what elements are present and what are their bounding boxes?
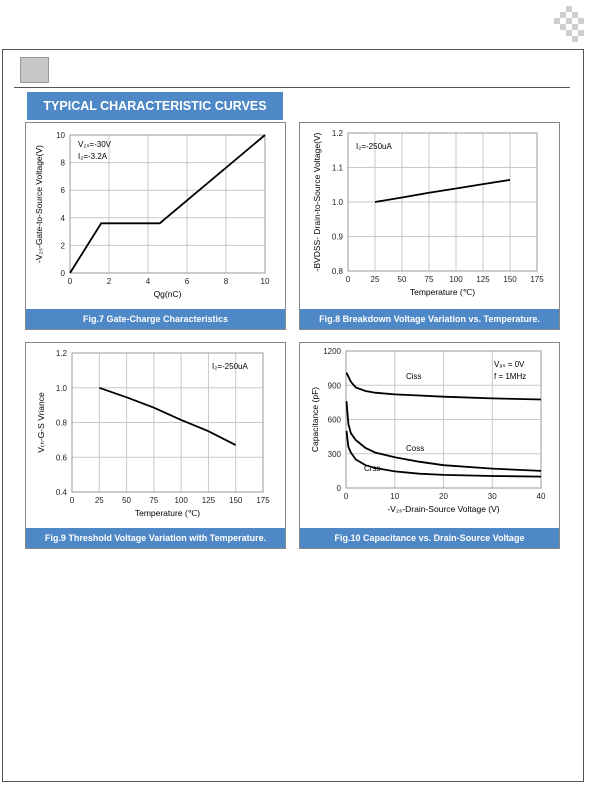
series-label: Coss	[406, 444, 424, 453]
y-tick-label: 300	[328, 450, 342, 459]
x-tick-label: 0	[68, 277, 73, 286]
y-tick-label: 1.0	[56, 384, 68, 393]
x-tick-label: 4	[146, 277, 151, 286]
plot-area	[69, 134, 266, 274]
condition-annotation: I₂=-250uA	[356, 142, 392, 151]
x-axis-label: Temperature (℃)	[410, 287, 475, 297]
x-tick-label: 150	[229, 496, 243, 505]
y-axis-label: Capacitance (pF)	[310, 387, 320, 452]
breakdown-voltage-chart: 0 25 50 75 100 125 150 175 0.8 0.9 1.0 1.1 1.2 Temper…	[312, 129, 544, 297]
condition-annotation: I₂=-250uA	[212, 362, 248, 371]
y-tick-label: 0	[337, 484, 342, 493]
x-tick-label: 0	[344, 492, 349, 501]
series-label: Crss	[364, 464, 380, 473]
y-tick-label: 0.8	[332, 267, 344, 276]
x-tick-label: 8	[224, 277, 229, 286]
y-tick-label: 0.6	[56, 453, 68, 462]
x-tick-label: 6	[185, 277, 190, 286]
chart-panel-fig10: 0 10 20 30 40 0 300 600 900 1200 -V₂ₛ-Drain-Source…	[299, 342, 560, 549]
condition-annotation: I₂=-3.2A	[78, 152, 108, 161]
x-tick-label: 0	[346, 275, 351, 284]
x-tick-label: 25	[371, 275, 380, 284]
x-tick-label: 150	[503, 275, 517, 284]
capacitance-chart: 0 10 20 30 40 0 300 600 900 1200 -V₂ₛ-Drain-Source…	[310, 347, 546, 514]
x-axis-label: Qg(nC)	[154, 289, 182, 299]
y-axis-label: Vₜₕ-G-S Vriance	[36, 392, 46, 453]
brand-logo	[548, 6, 584, 42]
plot-area	[347, 132, 538, 272]
x-tick-label: 40	[537, 492, 546, 501]
chart-panel-fig7: 0 2 4 6 8 10 0 2 4 6 8 10 Qg(nC) -V₂ₛ-Gate-to-Source …	[25, 122, 286, 330]
chart-caption: Fig.8 Breakdown Voltage Variation vs. Te…	[300, 309, 559, 329]
y-tick-label: 4	[61, 214, 66, 223]
threshold-voltage-chart: 0 25 50 75 100 125 150 175 0.4 0.6 0.8 1.0 1.2 Temper…	[36, 349, 270, 518]
chart-panel-fig9: 0 25 50 75 100 125 150 175 0.4 0.6 0.8 1.0 1.2 Temper…	[25, 342, 286, 549]
y-tick-label: 1.2	[56, 349, 68, 358]
x-tick-label: 175	[530, 275, 544, 284]
y-tick-label: 0.4	[56, 488, 68, 497]
header-divider	[14, 87, 570, 88]
y-tick-label: 0.8	[56, 419, 68, 428]
y-tick-label: 1.0	[332, 198, 344, 207]
series-line	[99, 386, 237, 446]
y-axis-label: -V₂ₛ-Gate-to-Source Voltage(V)	[34, 145, 44, 263]
chart-caption: Fig.9 Threshold Voltage Variation with T…	[26, 528, 285, 548]
x-tick-label: 100	[449, 275, 463, 284]
x-tick-label: 75	[425, 275, 434, 284]
x-tick-label: 125	[476, 275, 490, 284]
chart-caption: Fig.10 Capacitance vs. Drain-Source Volt…	[300, 528, 559, 548]
x-tick-label: 30	[488, 492, 497, 501]
y-tick-label: 900	[328, 381, 342, 390]
x-tick-label: 50	[122, 496, 131, 505]
x-tick-label: 50	[398, 275, 407, 284]
chart-panel-fig8: 0 25 50 75 100 125 150 175 0.8 0.9 1.0 1.1 1.2 Temper…	[299, 122, 560, 330]
y-axis-label: -BVDSS- Drain-to-Source Voltage(V)	[312, 132, 322, 271]
y-tick-label: 1.2	[332, 129, 344, 138]
x-tick-label: 10	[390, 492, 399, 501]
series-label: Ciss	[406, 372, 422, 381]
y-tick-label: 2	[61, 241, 66, 250]
x-tick-label: 0	[70, 496, 75, 505]
series-line	[374, 179, 511, 203]
x-tick-label: 10	[261, 277, 270, 286]
plot-area	[345, 350, 542, 489]
x-tick-label: 20	[439, 492, 448, 501]
x-axis-label: Temperature (℃)	[135, 508, 200, 518]
series-line-coss	[345, 401, 542, 472]
series-line-crss	[345, 430, 542, 478]
y-tick-label: 1.1	[332, 164, 344, 173]
x-tick-label: 125	[202, 496, 216, 505]
x-tick-label: 100	[174, 496, 188, 505]
x-tick-label: 175	[256, 496, 270, 505]
series-line-ciss	[345, 372, 542, 401]
header-marker	[20, 57, 49, 83]
page-frame	[2, 49, 584, 782]
y-tick-label: 0	[61, 269, 66, 278]
y-tick-label: 600	[328, 416, 342, 425]
y-tick-label: 8	[61, 159, 66, 168]
y-tick-label: 10	[56, 131, 65, 140]
y-tick-label: 0.9	[332, 233, 344, 242]
plot-area	[71, 352, 264, 493]
x-axis-label: -V₂ₛ-Drain-Source Voltage (V)	[387, 504, 499, 514]
condition-annotation: V₉ₛ = 0V	[494, 360, 525, 369]
x-tick-label: 25	[95, 496, 104, 505]
condition-annotation: V₂ₛ=-30V	[78, 140, 112, 149]
section-banner: TYPICAL CHARACTERISTIC CURVES	[27, 92, 283, 120]
gate-charge-chart: 0 2 4 6 8 10 0 2 4 6 8 10 Qg(nC) -V₂ₛ-Gate-to-Source …	[34, 131, 270, 299]
series-line	[69, 134, 266, 274]
y-tick-label: 1200	[323, 347, 341, 356]
condition-annotation: f = 1MHz	[494, 372, 526, 381]
x-tick-label: 2	[107, 277, 112, 286]
y-tick-label: 6	[61, 186, 66, 195]
chart-caption: Fig.7 Gate-Charge Characteristics	[26, 309, 285, 329]
x-tick-label: 75	[149, 496, 158, 505]
